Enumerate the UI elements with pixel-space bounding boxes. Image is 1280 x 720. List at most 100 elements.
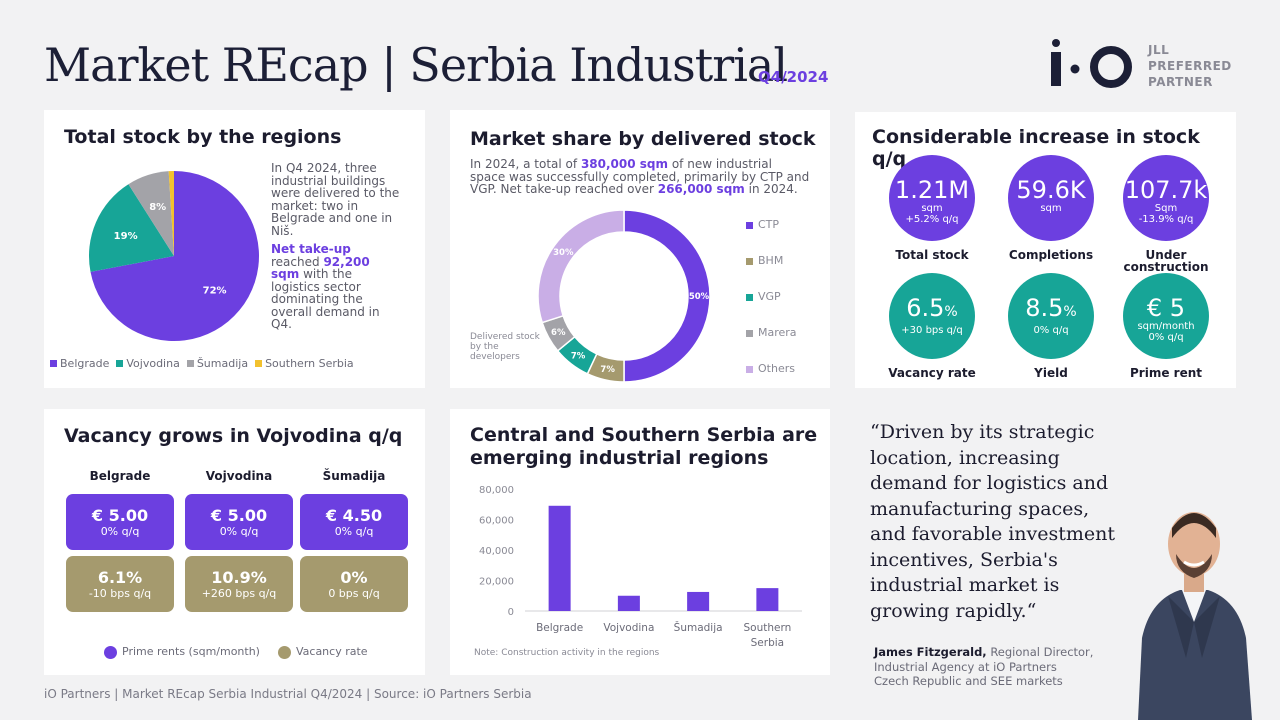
rent-tile: € 5.00 0% q/q (66, 494, 174, 550)
stock-text: In Q4 2024, three industrial buildings w… (271, 161, 400, 331)
rent-tile: € 5.00 0% q/q (185, 494, 293, 550)
vacancy-change: -10 bps q/q (88, 587, 152, 600)
bar-šumadija (687, 591, 710, 611)
legend-item: BHM (746, 254, 797, 290)
kpi-value: 107.7k (1124, 176, 1208, 204)
rent-value: € 4.50 (325, 506, 383, 525)
pie-label: 19% (114, 231, 138, 242)
kpi-unit: 0% q/q (1033, 325, 1069, 336)
donut-label: 7% (600, 365, 615, 375)
kpi-circle: € 5 sqm/month 0% q/q (1123, 273, 1209, 359)
legend-label: Southern Serbia (265, 357, 354, 370)
donut-label: 7% (571, 351, 586, 361)
kpi-value: 59.6K (1016, 176, 1086, 204)
rent-change: 0% q/q (334, 525, 374, 538)
legend-item: CTP (746, 218, 797, 254)
period-label: Q4/2024 (758, 68, 829, 86)
vacancy-value: 6.1% (97, 568, 143, 587)
kpi-label: Under construction (1123, 248, 1209, 274)
legend-item: VGP (746, 290, 797, 326)
y-tick-label: 60,000 (479, 516, 514, 527)
legend-swatch (50, 360, 57, 367)
legend-swatch (116, 360, 124, 367)
vacancy-tile: 0% 0 bps q/q (300, 556, 408, 612)
legend-swatch (746, 222, 753, 229)
legend-label: Vojvodina (126, 357, 180, 370)
vacancy-change: 0 bps q/q (328, 587, 380, 600)
legend-label: BHM (758, 254, 784, 267)
quote-author: James Fitzgerald, Regional Director, Ind… (874, 645, 1094, 688)
total-stock-card: Total stock by the regions 72% 19% 8% In Q… (44, 110, 425, 388)
x-tick-label: Šumadija (674, 621, 723, 634)
legend-swatch (746, 366, 753, 373)
kpi-circle: 8.5% 0% q/q (1008, 273, 1094, 359)
vacancy-value: 0% (340, 568, 368, 587)
kpi-circle: 1.21M sqm +5.2% q/q (889, 155, 975, 241)
portrait-image (1128, 488, 1260, 720)
region-name: Vojvodina (205, 469, 273, 483)
bar-vojvodina (617, 595, 640, 611)
pie-slice-belgrade (90, 171, 259, 341)
footer-source: iO Partners | Market REcap Serbia Indust… (44, 687, 532, 701)
legend-swatch (746, 258, 753, 265)
legend-swatch (186, 360, 194, 367)
legend-item: Vojvodina (116, 357, 180, 370)
donut-label: 6% (551, 328, 566, 338)
kpi-unit: Sqm (1154, 203, 1178, 214)
increase-card: Considerable increase in stock q/q 1.21M… (855, 112, 1236, 388)
kpi-circle: 6.5% +30 bps q/q (889, 273, 975, 359)
vacancy-tile: 6.1% -10 bps q/q (66, 556, 174, 612)
kpi-unit: +30 bps q/q (901, 325, 963, 336)
legend-swatch (746, 330, 753, 337)
legend-label: Belgrade (60, 357, 110, 370)
legend-label: Marera (758, 326, 797, 339)
kpi-suffix: % (944, 304, 958, 320)
page-title: Market REcap | Serbia Industrial (44, 38, 788, 92)
donut-slice-others (537, 209, 625, 324)
card-title: Central and Southern Serbia are emerging… (470, 424, 818, 469)
pie-label: 72% (203, 286, 227, 297)
stock-pie-chart: 72% 19% 8% (89, 171, 259, 341)
y-tick-label: 80,000 (479, 485, 514, 496)
rent-change: 0% q/q (219, 525, 259, 538)
quote-text: “Driven by its strategic location, incre… (870, 421, 1116, 622)
kpi-unit: sqm/month (1137, 321, 1195, 332)
kpi-value: 8.5% (1025, 294, 1077, 322)
vacancy-legend: Prime rents (sqm/month) Vacancy rate (104, 645, 368, 659)
kpi-value: 1.21M (894, 176, 970, 204)
bar-southern-serbia (756, 588, 779, 611)
legend-item: Marera (746, 326, 797, 362)
bar-belgrade (548, 505, 571, 611)
card-title: Considerable increase in stock q/q (872, 126, 1200, 170)
pie-slice-vojvodina (89, 184, 174, 272)
stock-legend: Belgrade Vojvodina Šumadija Southern Serbia (50, 357, 354, 370)
y-tick-label: 20,000 (479, 577, 514, 588)
vacancy-value: 10.9% (211, 568, 267, 587)
legend-item: Others (746, 362, 797, 398)
kpi-label: Prime rent (1130, 366, 1202, 380)
kpi-circle: 107.7k Sqm -13.9% q/q (1123, 155, 1209, 241)
x-tick-label: Southern (743, 622, 791, 634)
legend-label: VGP (758, 290, 781, 303)
legend-dot-rents (104, 645, 117, 659)
y-tick-label: 0 (508, 607, 514, 618)
legend-item: Šumadija (186, 357, 249, 370)
legend-swatch (746, 294, 753, 301)
legend-swatch (255, 360, 263, 367)
rent-tile: € 4.50 0% q/q (300, 494, 408, 550)
legend-label: Šumadija (196, 357, 249, 370)
rent-change: 0% q/q (100, 525, 140, 538)
x-tick-label: Serbia (751, 637, 784, 649)
card-title: Vacancy grows in Vojvodina q/q (64, 425, 403, 447)
pie-label: 8% (149, 202, 166, 213)
region-name: Šumadija (322, 469, 386, 483)
legend-dot-vacancy (277, 645, 291, 659)
vacancy-change: +260 bps q/q (201, 587, 277, 600)
kpi-label: Yield (1034, 366, 1068, 380)
kpi-label: Vacancy rate (888, 366, 976, 380)
x-tick-label: Belgrade (536, 622, 583, 634)
rent-value: € 5.00 (210, 506, 268, 525)
pie-slice-šumadija (128, 171, 174, 256)
legend-item: Southern Serbia (255, 357, 354, 370)
vacancy-card: Vacancy grows in Vojvodina q/q Belgrade €… (44, 409, 425, 675)
